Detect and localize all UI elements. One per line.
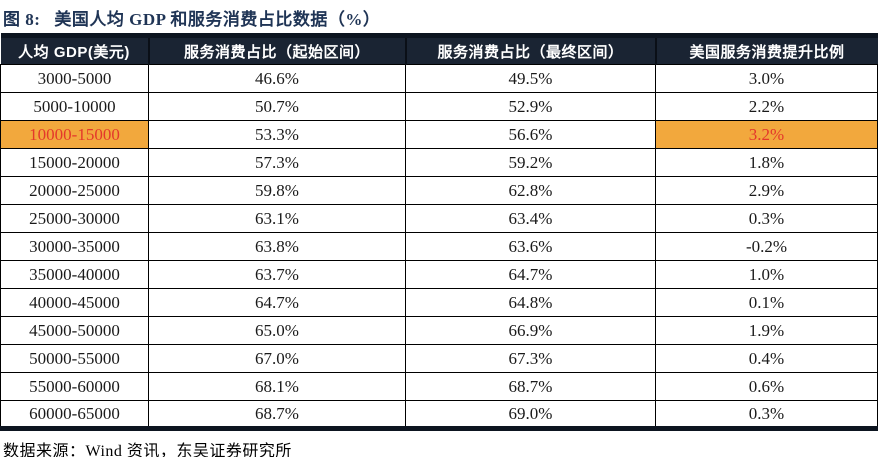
cell-lift: 3.2% (655, 120, 878, 149)
cell-lift: 0.3% (655, 400, 878, 429)
cell-lift: 0.3% (655, 204, 878, 233)
column-header-lift: 美国服务消费提升比例 (654, 35, 878, 65)
cell-end: 64.8% (405, 288, 656, 317)
cell-end: 56.6% (405, 120, 656, 149)
cell-gdp: 10000-15000 (0, 120, 149, 149)
cell-gdp: 25000-30000 (0, 204, 149, 233)
cell-end: 62.8% (405, 176, 656, 205)
table-row: 25000-30000 63.1% 63.4% 0.3% (0, 204, 878, 233)
cell-start: 57.3% (148, 148, 406, 177)
cell-gdp: 3000-5000 (0, 64, 149, 93)
cell-gdp: 20000-25000 (0, 176, 149, 205)
cell-end: 66.9% (405, 316, 656, 345)
cell-lift: -0.2% (655, 232, 878, 261)
figure-title: 图 8: 美国人均 GDP 和服务消费占比数据（%） (0, 0, 878, 33)
cell-start: 64.7% (148, 288, 406, 317)
cell-gdp: 15000-20000 (0, 148, 149, 177)
cell-start: 63.7% (148, 260, 406, 289)
cell-lift: 0.6% (655, 372, 878, 401)
cell-end: 69.0% (405, 400, 656, 429)
cell-end: 52.9% (405, 92, 656, 121)
cell-lift: 2.9% (655, 176, 878, 205)
table-row: 60000-65000 68.7% 69.0% 0.3% (0, 400, 878, 429)
cell-lift: 3.0% (655, 64, 878, 93)
cell-start: 67.0% (148, 344, 406, 373)
figure-title-text: 美国人均 GDP 和服务消费占比数据（%） (54, 10, 381, 29)
cell-gdp: 35000-40000 (0, 260, 149, 289)
cell-end: 68.7% (405, 372, 656, 401)
cell-start: 68.1% (148, 372, 406, 401)
cell-lift: 1.0% (655, 260, 878, 289)
cell-end: 49.5% (405, 64, 656, 93)
cell-start: 50.7% (148, 92, 406, 121)
table-row: 20000-25000 59.8% 62.8% 2.9% (0, 176, 878, 205)
table-row: 45000-50000 65.0% 66.9% 1.9% (0, 316, 878, 345)
table-row: 10000-15000 53.3% 56.6% 3.2% (0, 120, 878, 149)
cell-gdp: 60000-65000 (0, 400, 149, 429)
data-source-note: 数据来源：Wind 资讯，东吴证券研究所 (3, 443, 292, 457)
cell-lift: 1.8% (655, 148, 878, 177)
cell-gdp: 50000-55000 (0, 344, 149, 373)
cell-start: 46.6% (148, 64, 406, 93)
cell-end: 67.3% (405, 344, 656, 373)
cell-end: 63.4% (405, 204, 656, 233)
cell-start: 65.0% (148, 316, 406, 345)
figure-number-label: 图 8: (3, 10, 41, 29)
cell-lift: 2.2% (655, 92, 878, 121)
table-row: 35000-40000 63.7% 64.7% 1.0% (0, 260, 878, 289)
cell-start: 63.1% (148, 204, 406, 233)
cell-start: 53.3% (148, 120, 406, 149)
table-row: 3000-5000 46.6% 49.5% 3.0% (0, 64, 878, 93)
column-header-end: 服务消费占比（最终区间） (404, 35, 657, 65)
table-row: 30000-35000 63.8% 63.6% -0.2% (0, 232, 878, 261)
cell-start: 59.8% (148, 176, 406, 205)
table-row: 40000-45000 64.7% 64.8% 0.1% (0, 288, 878, 317)
cell-gdp: 5000-10000 (0, 92, 149, 121)
cell-end: 63.6% (405, 232, 656, 261)
table-body: 3000-5000 46.6% 49.5% 3.0% 5000-10000 50.7% 52… (0, 64, 878, 429)
table-row: 15000-20000 57.3% 59.2% 1.8% (0, 148, 878, 177)
cell-gdp: 40000-45000 (0, 288, 149, 317)
cell-lift: 1.9% (655, 316, 878, 345)
column-header-gdp: 人均 GDP(美元) (0, 35, 150, 65)
table-row: 5000-10000 50.7% 52.9% 2.2% (0, 92, 878, 121)
table-header-row: 人均 GDP(美元) 服务消费占比（起始区间） 服务消费占比（最终区间） 美国服… (0, 35, 878, 65)
cell-gdp: 55000-60000 (0, 372, 149, 401)
cell-end: 59.2% (405, 148, 656, 177)
table-row: 55000-60000 68.1% 68.7% 0.6% (0, 372, 878, 401)
table-row: 50000-55000 67.0% 67.3% 0.4% (0, 344, 878, 373)
cell-start: 68.7% (148, 400, 406, 429)
cell-gdp: 30000-35000 (0, 232, 149, 261)
cell-start: 63.8% (148, 232, 406, 261)
cell-gdp: 45000-50000 (0, 316, 149, 345)
table-header: 人均 GDP(美元) 服务消费占比（起始区间） 服务消费占比（最终区间） 美国服… (0, 35, 878, 65)
gdp-service-consumption-table: 人均 GDP(美元) 服务消费占比（起始区间） 服务消费占比（最终区间） 美国服… (0, 33, 878, 431)
cell-end: 64.7% (405, 260, 656, 289)
cell-lift: 0.1% (655, 288, 878, 317)
column-header-start: 服务消费占比（起始区间） (147, 35, 407, 65)
cell-lift: 0.4% (655, 344, 878, 373)
